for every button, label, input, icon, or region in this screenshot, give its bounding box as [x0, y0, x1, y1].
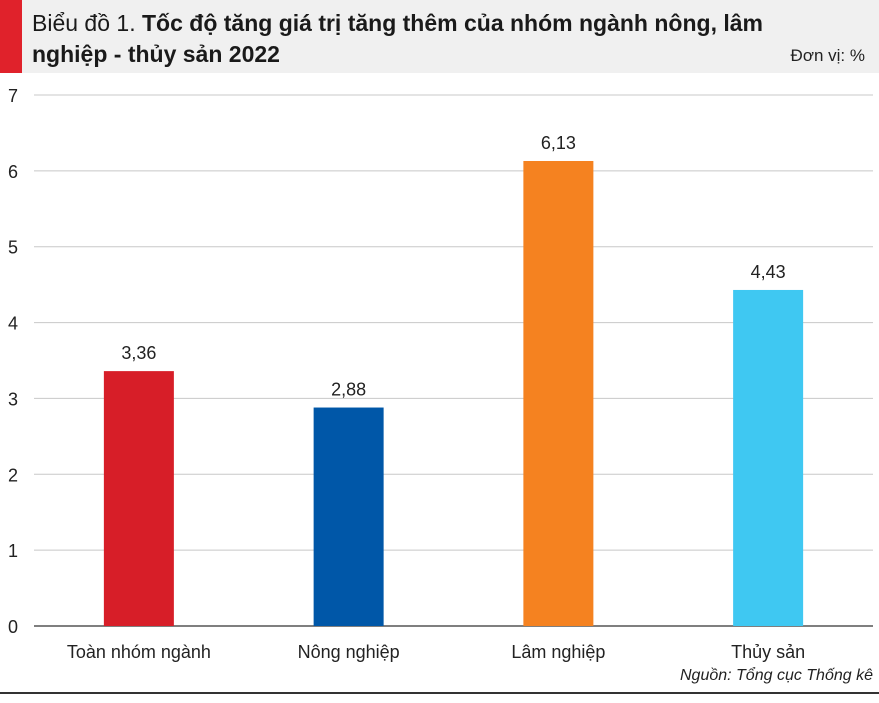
- title-accent-bar: [0, 0, 22, 73]
- unit-label: Đơn vị: %: [790, 46, 865, 65]
- y-tick-label: 7: [8, 86, 18, 106]
- y-tick-label: 0: [8, 617, 18, 637]
- x-tick-label: Thủy sản: [731, 642, 805, 662]
- chart-title-main: Tốc độ tăng giá trị tăng thêm của nhóm n…: [32, 10, 763, 67]
- x-tick-label: Toàn nhóm ngành: [67, 642, 211, 662]
- y-tick-label: 2: [8, 465, 18, 485]
- data-label: 4,43: [751, 262, 786, 282]
- bar: [313, 407, 384, 626]
- x-tick-label: Nông nghiệp: [298, 642, 400, 662]
- bar: [733, 289, 804, 626]
- y-tick-label: 1: [8, 541, 18, 561]
- bar: [103, 371, 174, 626]
- bar: [523, 160, 594, 626]
- y-tick-label: 5: [8, 238, 18, 258]
- data-label: 2,88: [331, 380, 366, 400]
- bottom-rule: [0, 692, 879, 694]
- y-tick-label: 3: [8, 389, 18, 409]
- x-tick-label: Lâm nghiệp: [511, 642, 605, 662]
- chart-title: Biểu đồ 1. Tốc độ tăng giá trị tăng thêm…: [32, 8, 772, 70]
- data-label: 3,36: [121, 343, 156, 363]
- title-band: [0, 0, 879, 73]
- source-note: Nguồn: Tổng cục Thống kê: [679, 667, 873, 684]
- data-label: 6,13: [541, 133, 576, 153]
- chart-title-prefix: Biểu đồ 1.: [32, 10, 136, 36]
- y-tick-label: 4: [8, 314, 18, 334]
- y-tick-label: 6: [8, 162, 18, 182]
